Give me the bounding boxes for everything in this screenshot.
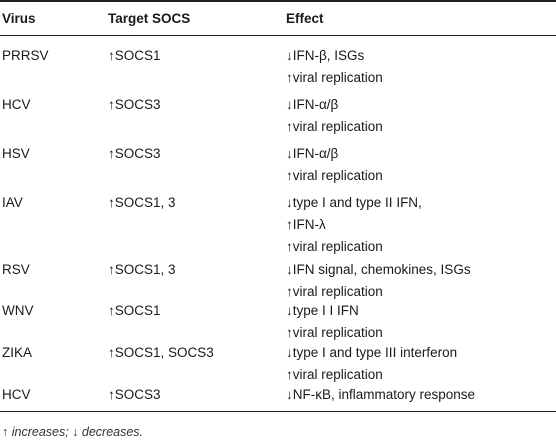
- target-cell: ↑SOCS1: [108, 48, 161, 63]
- top-rule: [0, 0, 556, 2]
- effect-cell: ↓type I I IFN ↑viral replication: [286, 300, 383, 344]
- effect-cell: ↓IFN-α/β ↑viral replication: [286, 143, 383, 187]
- effect-line: ↓IFN signal, chemokines, ISGs: [286, 262, 471, 277]
- target-cell: ↑SOCS1, 3: [108, 262, 176, 277]
- header-virus: Virus: [2, 11, 36, 26]
- effect-line: ↓IFN-β, ISGs: [286, 48, 365, 63]
- effect-line: ↑viral replication: [286, 70, 383, 85]
- target-cell: ↑SOCS3: [108, 387, 161, 402]
- virus-cell: PRRSV: [2, 48, 49, 63]
- effect-line: ↑viral replication: [286, 325, 383, 340]
- target-cell: ↑SOCS3: [108, 146, 161, 161]
- virus-cell: HSV: [2, 146, 30, 161]
- effect-line: ↑viral replication: [286, 119, 383, 134]
- effect-line: ↓type I and type III interferon: [286, 345, 458, 360]
- target-cell: ↑SOCS1, SOCS3: [108, 345, 214, 360]
- effect-cell: ↓IFN-α/β ↑viral replication: [286, 94, 383, 138]
- header-rule: [0, 35, 556, 36]
- virus-cell: ZIKA: [2, 345, 33, 360]
- effect-line: ↓IFN-α/β: [286, 146, 339, 161]
- effect-cell: ↓NF-κB, inflammatory response: [286, 384, 475, 406]
- effect-line: ↓type I and type II IFN,: [286, 195, 422, 210]
- virus-cell: IAV: [2, 195, 23, 210]
- header-target-socs: Target SOCS: [108, 11, 191, 26]
- virus-cell: HCV: [2, 97, 31, 112]
- target-cell: ↑SOCS3: [108, 97, 161, 112]
- bottom-rule: [0, 411, 556, 412]
- target-cell: ↑SOCS1, 3: [108, 195, 176, 210]
- effect-line: ↑viral replication: [286, 239, 383, 254]
- effect-line: ↑viral replication: [286, 168, 383, 183]
- effect-line: ↓IFN-α/β: [286, 97, 339, 112]
- effect-cell: ↓IFN-β, ISGs ↑viral replication: [286, 45, 383, 89]
- effect-line: ↑viral replication: [286, 284, 383, 299]
- effect-line: ↓NF-κB, inflammatory response: [286, 387, 476, 402]
- target-cell: ↑SOCS1: [108, 303, 161, 318]
- virus-cell: WNV: [2, 303, 34, 318]
- effect-cell: ↓type I and type II IFN, ↑IFN-λ ↑viral r…: [286, 192, 422, 258]
- effect-line: ↑viral replication: [286, 367, 383, 382]
- header-effect: Effect: [286, 11, 324, 26]
- effect-line: ↓type I I IFN: [286, 303, 359, 318]
- virus-cell: HCV: [2, 387, 31, 402]
- effect-cell: ↓type I and type III interferon ↑viral r…: [286, 342, 457, 386]
- effect-cell: ↓IFN signal, chemokines, ISGs ↑viral rep…: [286, 259, 471, 303]
- virus-cell: RSV: [2, 262, 30, 277]
- effect-line: ↑IFN-λ: [286, 217, 326, 232]
- table-footnote: ↑ increases; ↓ decreases.: [2, 425, 144, 439]
